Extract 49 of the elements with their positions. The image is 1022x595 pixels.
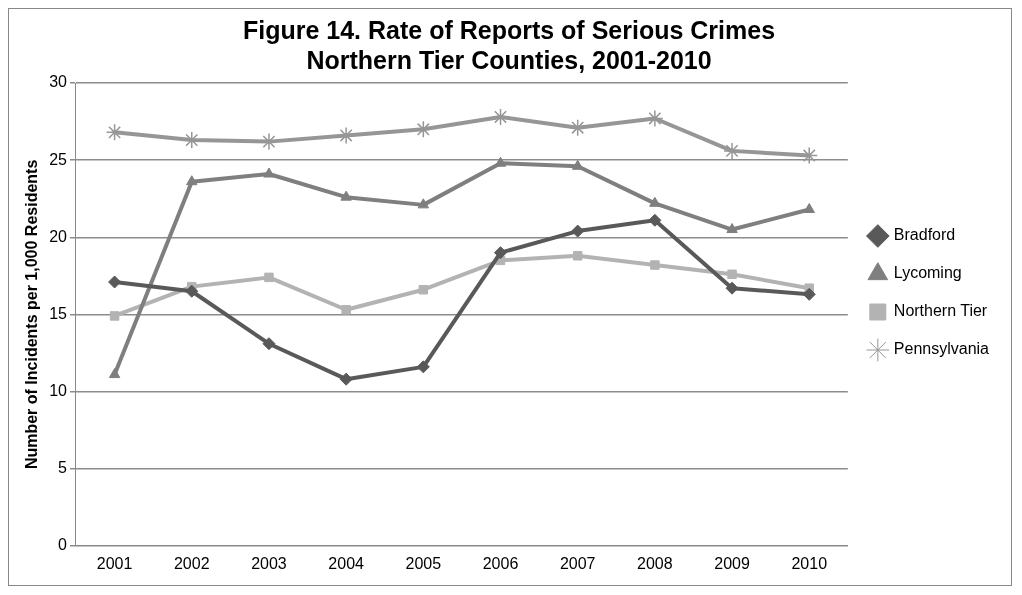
point: [340, 190, 352, 201]
point: [568, 118, 587, 137]
legend-label: Lycoming: [893, 264, 962, 282]
x-tick-label: 2004: [328, 554, 365, 572]
x-tick-label: 2003: [251, 554, 287, 572]
point: [571, 224, 585, 238]
point: [339, 372, 353, 386]
point: [494, 246, 507, 260]
point: [726, 223, 738, 234]
point: [185, 284, 199, 298]
point: [262, 337, 276, 351]
point: [417, 198, 430, 209]
y-tick-label: 20: [49, 227, 68, 245]
point: [416, 360, 430, 374]
point: [803, 203, 815, 213]
y-tick-label: 0: [58, 536, 68, 554]
point: [109, 311, 120, 321]
point: [725, 281, 739, 295]
x-tick-label: 2009: [714, 554, 750, 572]
x-tick-label: 2001: [96, 554, 133, 572]
x-tick-label: 2010: [791, 554, 828, 572]
point: [108, 275, 122, 289]
chart-title: Figure 14. Rate of Reports of Serious Crimes Northern Tier Counties, 2001-2010: [242, 15, 776, 74]
point: [727, 269, 737, 280]
point: [802, 287, 816, 301]
x-tick-label: 2007: [559, 554, 596, 572]
x-tick-label: 2005: [405, 554, 442, 572]
point: [572, 251, 583, 261]
x-tick-label: 2008: [637, 554, 673, 572]
legend-label: Bradford: [893, 226, 956, 244]
y-tick-label: 25: [49, 150, 68, 168]
point: [650, 260, 660, 270]
y-tick-label: 30: [49, 73, 68, 91]
y-tick-label: 5: [58, 459, 68, 477]
x-tick-label: 2002: [173, 554, 210, 572]
point: [341, 305, 351, 315]
legend-label: Pennsylvania: [893, 340, 990, 358]
y-axis-title: Number of Incidents per 1,000 Residents: [23, 159, 41, 470]
legend-label: Northern Tier: [893, 302, 988, 320]
point: [648, 213, 662, 227]
x-tick-label: 2006: [482, 554, 519, 572]
point: [186, 175, 198, 186]
y-tick-label: 10: [49, 381, 68, 399]
point: [108, 368, 121, 379]
point: [646, 109, 664, 128]
point: [264, 272, 274, 283]
y-tick-label: 15: [49, 304, 68, 322]
point: [263, 167, 275, 178]
point: [418, 284, 429, 295]
